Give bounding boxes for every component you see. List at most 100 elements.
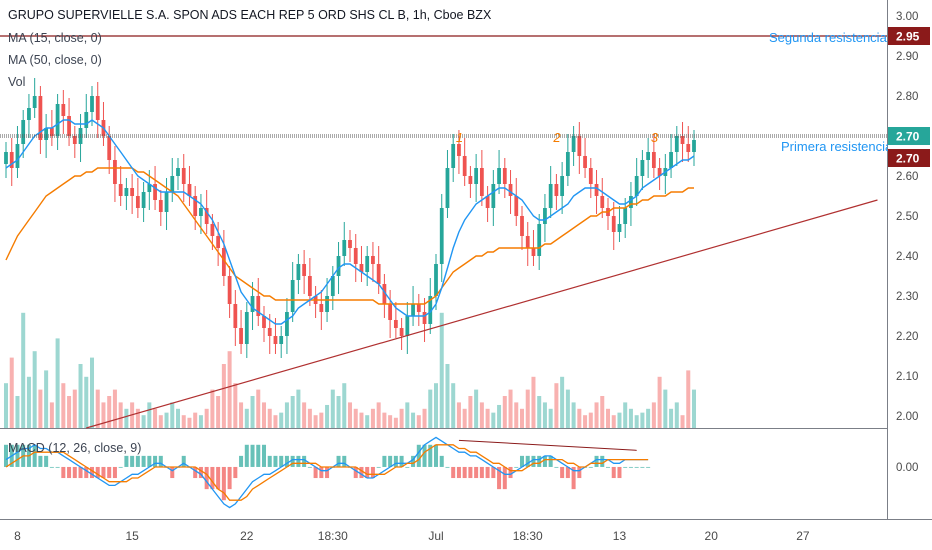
last-price-badge: 2.70 [896,152,920,166]
ma15-legend[interactable]: MA (15, close, 0) [8,31,102,45]
volume-bar [38,389,43,428]
volume-bar [554,383,559,428]
volume-bar [537,396,542,428]
macd-histogram-bar [485,466,490,479]
volume-bar [611,415,616,428]
price-tick-label: 2.40 [896,251,918,263]
candle-body [95,96,100,120]
volume-bar [456,402,461,428]
ma50-legend[interactable]: MA (50, close, 0) [8,53,102,67]
price-tick-label: 2.30 [896,291,918,303]
macd-histogram-bar [250,444,255,467]
candle-body [250,296,255,312]
volume-bar [284,402,289,428]
macd-histogram-bar [170,466,175,479]
volume-bar [26,376,31,428]
macd-histogram-bar [479,466,484,479]
volume-legend[interactable]: Vol [8,75,26,89]
candle-body [164,192,169,212]
candle-body [158,200,163,212]
candle-body [680,136,685,144]
volume-bar [210,389,215,428]
macd-histogram-bar [302,455,307,467]
candle-body [290,280,295,312]
volume-bar [49,402,54,428]
volume-bar [571,402,576,428]
macd-histogram-bar [531,455,536,467]
candle-body [38,96,43,140]
macd-histogram-bar [227,466,232,490]
macd-histogram-bar [296,455,301,467]
volume-bar [462,408,467,428]
chart-title: GRUPO SUPERVIELLE S.A. SPON ADS EACH REP… [8,8,492,22]
macd-histogram-bar [130,455,135,467]
volume-bar [428,389,433,428]
candle-body [325,296,329,312]
macd-histogram-bar [393,455,398,467]
macd-histogram-bar [55,466,60,468]
last-price-badge-bg [888,149,930,167]
volume-bar [32,351,37,428]
resistance-1-badge-bg [888,127,930,145]
volume-bar [422,408,427,428]
volume-bar [600,396,605,428]
touch-label: 3 [651,130,659,145]
macd-histogram-bar [267,455,272,467]
candle-body [302,264,307,276]
macd-histogram-bar [319,466,324,479]
volume-bar [164,412,169,428]
volume-bar [577,408,582,428]
volume-bar [634,415,639,428]
macd-histogram-bar [588,466,593,468]
macd-histogram-bar [158,455,163,467]
resistance-2-badge-bg [888,27,930,45]
price-tick-label: 2.60 [896,171,918,183]
candle-body [244,312,249,344]
candle-body [359,264,364,272]
volume-bar [72,389,77,428]
time-tick-label: 20 [705,529,719,543]
time-tick-label: 15 [125,529,139,543]
macd-legend[interactable]: MACD (12, 26, close, 9) [8,441,142,455]
macd-histogram-bar [307,466,312,468]
candle-body [90,96,94,112]
volume-bar [669,408,674,428]
candle-body [9,152,14,168]
volume-bar [623,402,628,428]
volume-bar [78,364,83,428]
first-resistance-label: Primera resistencia [781,139,893,154]
macd-histogram-bar [542,455,547,467]
volume-bar [628,408,633,428]
volume-bar [21,312,26,428]
macd-histogram-bar [49,466,54,468]
candle-body [285,312,289,336]
volume-bar [118,402,123,428]
macd-histogram-bar [462,466,467,479]
candle-body [634,176,639,196]
price-tick-label: 2.10 [896,371,918,383]
candle-body [55,104,60,136]
macd-histogram-bar [640,466,645,468]
volume-bar [187,417,192,428]
macd-histogram-bar [623,466,628,468]
macd-histogram-bar [474,466,479,479]
candle-body [4,152,8,164]
candle-body [365,256,370,272]
time-tick-label: 22 [240,529,254,543]
candle-body [199,208,203,216]
candle-body [617,224,622,232]
volume-bar [325,404,330,428]
candle-body [84,112,89,128]
candle-body [353,248,358,264]
macd-histogram-bar [456,466,461,479]
volume-bar [296,389,301,428]
macd-histogram-bar [468,466,473,479]
macd-histogram-bar [118,466,123,468]
candle-body [600,196,605,208]
candle-body [611,216,616,232]
volume-bar [411,412,416,428]
candle-body [525,236,530,248]
volume-bar [61,383,66,428]
volume-bar [451,383,456,428]
